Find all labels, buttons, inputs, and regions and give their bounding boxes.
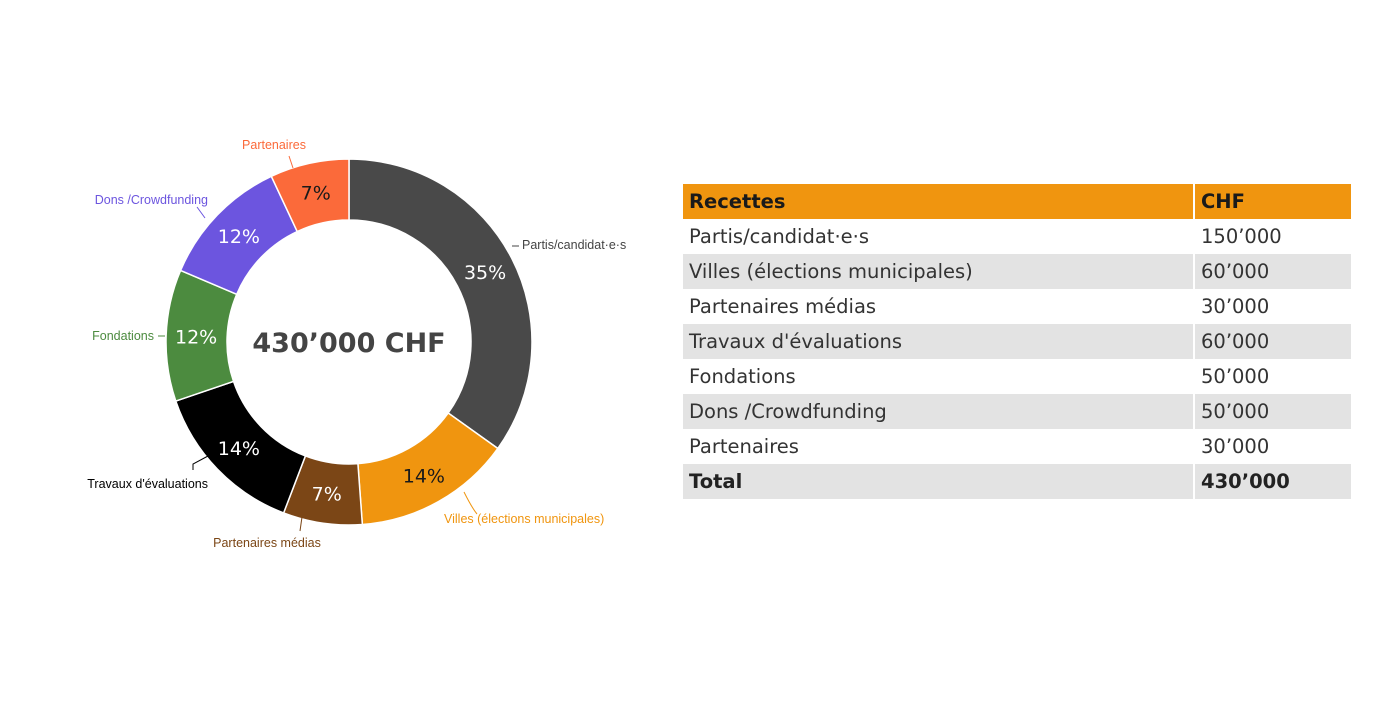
table-total-row: Total 430’000 [683,464,1351,499]
table-row: Partenaires médias 30’000 [683,289,1351,324]
row-label: Partenaires médias [683,289,1194,324]
row-amount: 150’000 [1193,219,1351,254]
row-label: Fondations [683,359,1194,394]
table-row: Villes (élections municipales) 60’000 [683,254,1351,289]
slice-category-label: Travaux d'évaluations [87,477,208,491]
table-row: Fondations 50’000 [683,359,1351,394]
slice-category-label: Fondations [92,329,154,343]
slice-percent-label: 7% [301,183,331,205]
donut-slice [348,158,533,450]
row-label: Villes (élections municipales) [683,254,1194,289]
row-amount: 50’000 [1193,359,1351,394]
slice-labels: 35% Partis/candidat·e·s 14% Villes (électio… [87,138,626,550]
leader-line [192,455,209,470]
total-amount: 430’000 [1193,464,1351,499]
table-row: Partis/candidat·e·s 150’000 [683,219,1351,254]
row-amount: 30’000 [1193,289,1351,324]
slice-percent-label: 14% [218,438,260,460]
slice-category-label: Partenaires médias [213,536,321,550]
row-amount: 30’000 [1193,429,1351,464]
row-amount: 50’000 [1193,394,1351,429]
slice-percent-label: 35% [464,262,506,284]
donut-chart: 35% Partis/candidat·e·s 14% Villes (électio… [87,138,626,550]
slice-percent-label: 12% [218,226,260,248]
slice-percent-label: 12% [175,326,217,348]
row-label: Partenaires [683,429,1194,464]
row-label: Dons /Crowdfunding [683,394,1194,429]
table-row: Dons /Crowdfunding 50’000 [683,394,1351,429]
slice-percent-label: 14% [403,465,445,487]
row-amount: 60’000 [1193,254,1351,289]
row-label: Travaux d'évaluations [683,324,1194,359]
slice-category-label: Villes (élections municipales) [444,512,604,526]
leader-lines [158,155,519,532]
leader-line [463,491,478,515]
slice-category-label: Dons /Crowdfunding [95,193,208,207]
revenue-table: Recettes CHF Partis/candidat·e·s 150’000… [683,184,1351,499]
slice-percent-label: 7% [312,483,342,505]
total-label: Total [683,464,1194,499]
header-recettes: Recettes [683,184,1194,219]
center-total-label: 430’000 CHF [252,328,445,359]
leader-line [299,516,303,532]
leader-line [288,155,294,169]
table-row: Travaux d'évaluations 60’000 [683,324,1351,359]
slice-category-label: Partenaires [242,138,306,152]
row-amount: 60’000 [1193,324,1351,359]
table-row: Partenaires 30’000 [683,429,1351,464]
leader-line [196,206,206,219]
row-label: Partis/candidat·e·s [683,219,1194,254]
header-chf: CHF [1193,184,1351,219]
donut-slices [165,158,533,526]
table-header-row: Recettes CHF [683,184,1351,219]
slice-category-label: Partis/candidat·e·s [522,238,626,252]
